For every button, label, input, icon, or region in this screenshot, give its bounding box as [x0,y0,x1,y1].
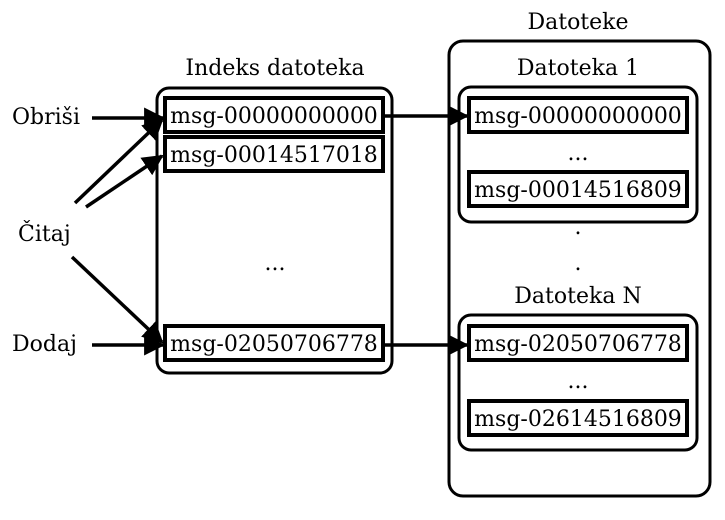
file-entry: msg-00014516809 [467,170,689,208]
read-arrow-last [70,255,164,344]
read-arrow-second [85,154,164,209]
files-title: Datoteke [527,10,628,35]
between-dot: . [575,215,582,240]
file-entry-label: msg-00014516809 [474,178,682,203]
index-entry-label: msg-00000000000 [170,104,378,129]
file-entry: msg-00000000000 [467,96,689,134]
file-entry-label: msg-02614516809 [474,407,682,432]
file-group-ellipsis: ... [568,141,589,166]
index-entry: msg-00000000000 [163,96,385,134]
file-group-ellipsis: ... [568,369,589,394]
index-entry-label: msg-00014517018 [170,143,378,168]
index-entry: msg-00014517018 [163,135,385,173]
file-entry-label: msg-02050706778 [474,332,682,357]
index-entry: msg-02050706778 [163,324,385,362]
action-read-label: Čitaj [18,220,71,247]
file-entry: msg-02050706778 [467,324,689,362]
index-entry-label: msg-02050706778 [170,332,378,357]
action-delete-label: Obriši [12,105,80,130]
read-arrow-first [73,118,164,205]
between-dot: . [575,251,582,276]
action-add-label: Dodaj [12,332,77,357]
index-ellipsis: ... [265,251,286,276]
file-entry: msg-02614516809 [467,399,689,437]
index-title: Indeks datoteka [185,56,364,81]
file-entry-label: msg-00000000000 [474,104,682,129]
file-group-title: Datoteka N [514,284,641,309]
file-group-title: Datoteka 1 [517,56,639,81]
